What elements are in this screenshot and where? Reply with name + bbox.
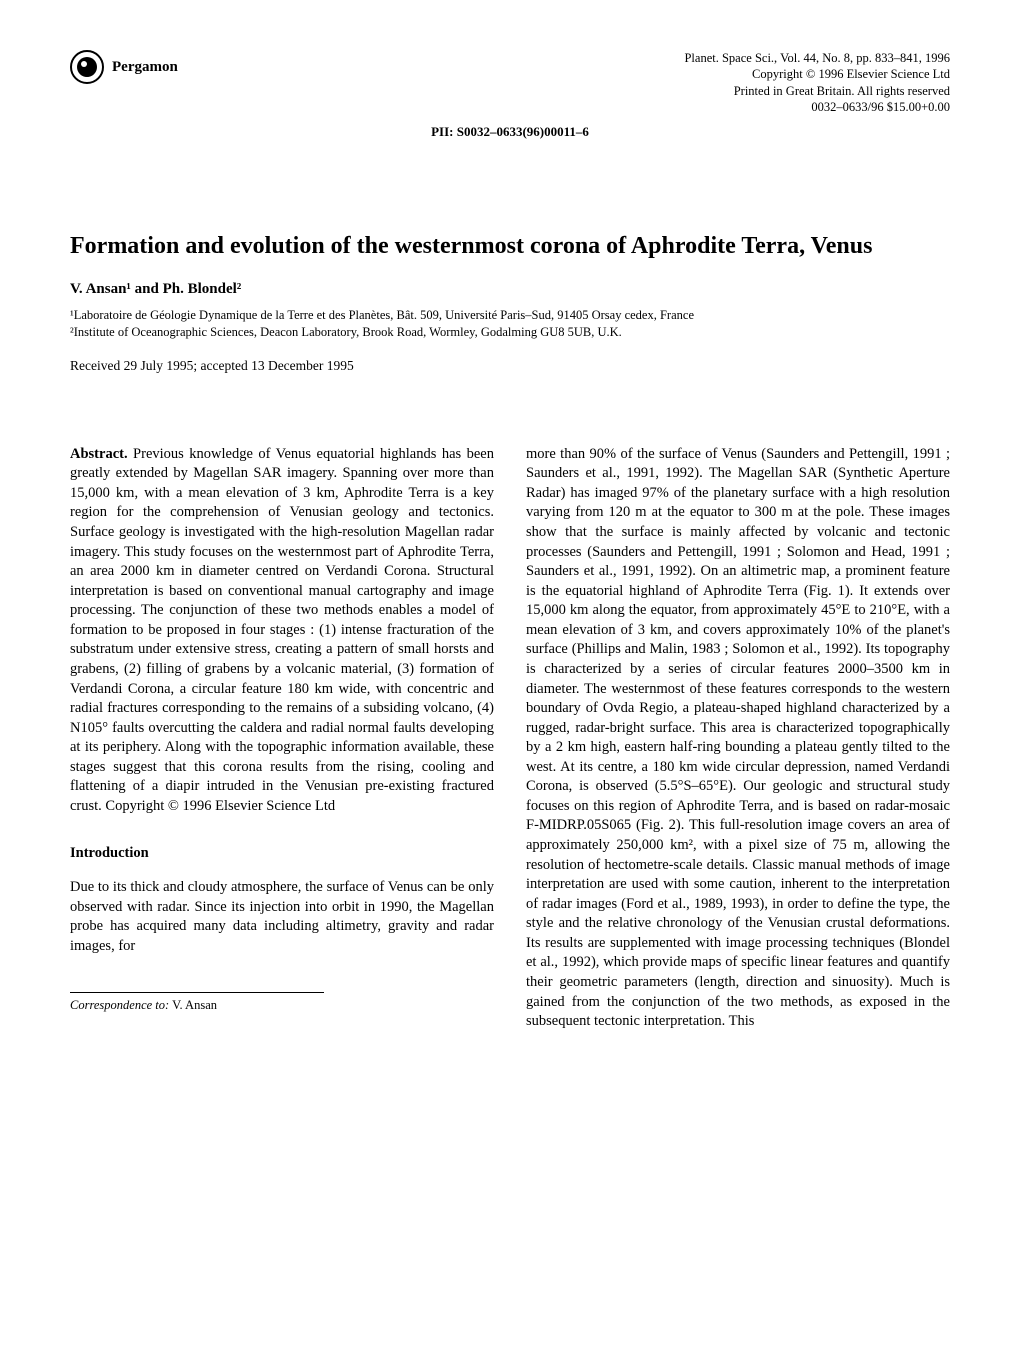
publisher-name: Pergamon	[112, 57, 178, 77]
abstract-text: Previous knowledge of Venus equatorial h…	[70, 446, 494, 814]
issn-price: 0032–0633/96 $15.00+0.00	[684, 99, 950, 115]
affiliation-1: ¹Laboratoire de Géologie Dynamique de la…	[70, 307, 950, 324]
journal-meta: Planet. Space Sci., Vol. 44, No. 8, pp. …	[684, 50, 950, 115]
abstract-label: Abstract.	[70, 446, 128, 462]
rights-line: Printed in Great Britain. All rights res…	[684, 83, 950, 99]
pii-identifier: PII: S0032–0633(96)00011–6	[70, 123, 950, 141]
body-columns: Abstract. Previous knowledge of Venus eq…	[70, 445, 950, 1032]
affiliations: ¹Laboratoire de Géologie Dynamique de la…	[70, 307, 950, 341]
introduction-heading: Introduction	[70, 844, 494, 864]
received-dates: Received 29 July 1995; accepted 13 Decem…	[70, 357, 950, 375]
correspondence-name: V. Ansan	[169, 998, 217, 1012]
right-column: more than 90% of the surface of Venus (S…	[526, 445, 950, 1032]
correspondence-footer: Correspondence to: V. Ansan	[70, 992, 324, 1014]
right-column-text: more than 90% of the surface of Venus (S…	[526, 445, 950, 1032]
correspondence-label: Correspondence to:	[70, 998, 169, 1012]
abstract-paragraph: Abstract. Previous knowledge of Venus eq…	[70, 445, 494, 817]
authors-line: V. Ansan¹ and Ph. Blondel²	[70, 279, 950, 299]
journal-citation: Planet. Space Sci., Vol. 44, No. 8, pp. …	[684, 50, 950, 66]
publisher-block: Pergamon	[70, 50, 178, 84]
article-title: Formation and evolution of the westernmo…	[70, 231, 950, 261]
affiliation-2: ²Institute of Oceanographic Sciences, De…	[70, 324, 950, 341]
page-header: Pergamon Planet. Space Sci., Vol. 44, No…	[70, 50, 950, 115]
left-column: Abstract. Previous knowledge of Venus eq…	[70, 445, 494, 1032]
pergamon-logo-icon	[70, 50, 104, 84]
intro-paragraph-1: Due to its thick and cloudy atmosphere, …	[70, 878, 494, 956]
copyright-line: Copyright © 1996 Elsevier Science Ltd	[684, 66, 950, 82]
